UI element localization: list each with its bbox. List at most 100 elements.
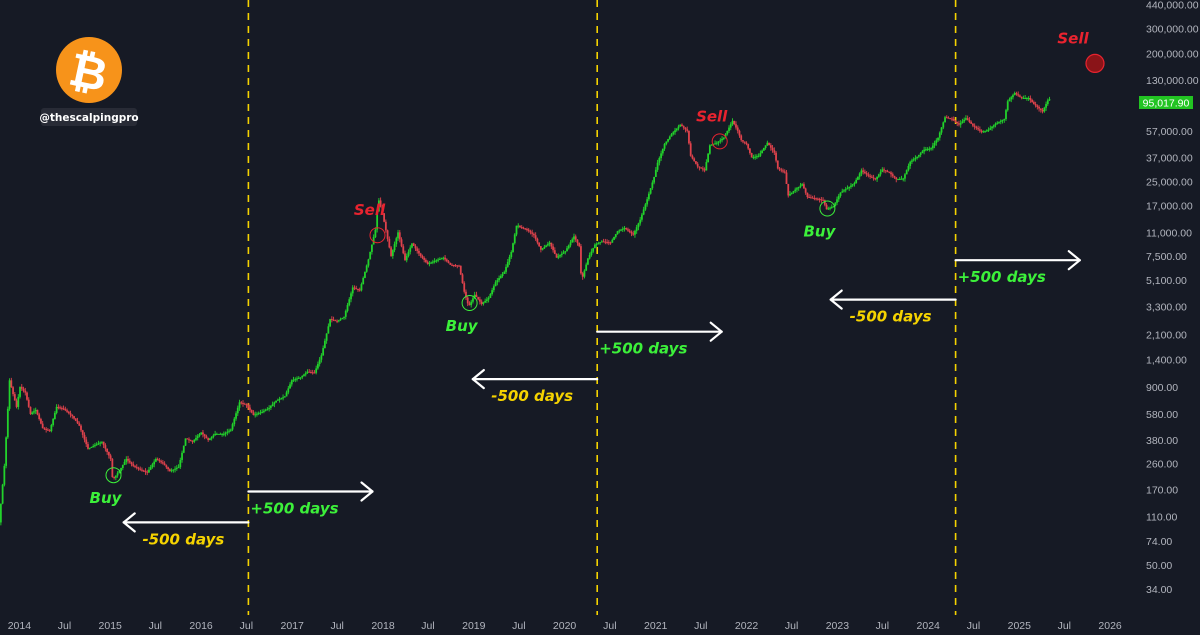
candle xyxy=(836,196,838,206)
candle xyxy=(337,319,340,323)
candle xyxy=(454,263,457,267)
candle xyxy=(829,206,831,211)
candle xyxy=(742,140,744,144)
bitcoin-logo-icon xyxy=(56,37,122,103)
candle xyxy=(816,197,819,201)
candle xyxy=(564,250,567,255)
y-tick-label: 300,000.00 xyxy=(1146,23,1199,35)
candle xyxy=(402,244,405,255)
x-tick-label: 2014 xyxy=(8,620,32,632)
candle xyxy=(466,296,469,307)
candle xyxy=(928,146,931,152)
candle xyxy=(775,151,777,163)
candle xyxy=(128,458,131,464)
candle xyxy=(383,213,386,223)
buy-marker: Buy xyxy=(90,467,123,507)
candle xyxy=(755,154,758,159)
candle xyxy=(430,261,433,264)
candle xyxy=(290,379,293,387)
candle xyxy=(297,376,300,379)
x-tick-label: Jul xyxy=(694,620,707,632)
candle xyxy=(796,186,798,193)
candle xyxy=(569,240,572,248)
candle xyxy=(186,438,189,440)
candle xyxy=(191,440,194,444)
candle xyxy=(130,461,133,467)
candle xyxy=(19,386,21,399)
candle xyxy=(649,188,652,195)
candle xyxy=(398,230,401,243)
candle xyxy=(693,157,696,162)
candle xyxy=(560,251,563,258)
candle xyxy=(581,271,584,280)
candle xyxy=(1045,101,1047,111)
candle xyxy=(787,183,790,198)
candle xyxy=(757,153,760,158)
candle xyxy=(215,432,218,435)
y-tick-label: 440,000.00 xyxy=(1146,0,1199,12)
candle xyxy=(961,118,964,124)
candle xyxy=(653,176,656,185)
candle xyxy=(735,121,737,130)
candle xyxy=(954,120,957,124)
candle xyxy=(73,415,75,420)
candle xyxy=(287,385,290,395)
candle xyxy=(585,262,588,271)
candle xyxy=(672,131,675,136)
candle xyxy=(675,128,678,132)
candle xyxy=(627,227,629,232)
candle xyxy=(3,463,6,487)
candle xyxy=(379,197,382,208)
candle xyxy=(707,153,710,163)
y-tick-label: 900.00 xyxy=(1146,382,1178,394)
candle xyxy=(644,202,647,211)
buy-marker: Buy xyxy=(446,295,479,335)
candle xyxy=(85,436,88,447)
candle xyxy=(330,316,333,323)
candle xyxy=(785,169,788,185)
candle xyxy=(512,242,514,253)
candle xyxy=(803,182,805,189)
candle xyxy=(637,222,640,231)
candle xyxy=(1034,101,1037,108)
candle xyxy=(674,127,676,135)
x-tick-label: Jul xyxy=(330,620,343,632)
candle xyxy=(315,365,318,375)
candle xyxy=(890,171,892,178)
current-price-badge xyxy=(1139,96,1193,109)
candle xyxy=(78,421,81,427)
candle xyxy=(580,244,582,275)
candle xyxy=(710,144,713,146)
sell-label: Sell xyxy=(1057,29,1089,47)
candle xyxy=(607,240,610,246)
candle xyxy=(339,317,342,321)
candle xyxy=(914,155,917,162)
candle xyxy=(968,117,971,124)
candle xyxy=(87,441,89,450)
candle xyxy=(555,253,558,258)
candle xyxy=(257,411,260,416)
candle xyxy=(212,433,215,439)
x-tick-label: 2022 xyxy=(735,620,759,632)
candle xyxy=(592,247,595,254)
candle xyxy=(789,191,791,197)
candle xyxy=(1043,106,1046,113)
candle xyxy=(155,457,157,463)
candle xyxy=(109,453,112,462)
x-tick-label: Jul xyxy=(149,620,162,632)
candle xyxy=(762,147,765,151)
candle xyxy=(557,253,560,260)
minus-500-days-arrow: -500 days xyxy=(829,289,957,326)
candle xyxy=(113,476,115,480)
candle xyxy=(937,137,939,142)
candle xyxy=(806,192,809,199)
candle xyxy=(661,148,664,156)
candle xyxy=(733,120,736,126)
buy-label: Buy xyxy=(90,489,123,507)
candle xyxy=(843,188,845,193)
candle xyxy=(273,401,276,408)
candle xyxy=(5,436,7,469)
candle xyxy=(440,257,443,260)
candle xyxy=(444,255,446,262)
